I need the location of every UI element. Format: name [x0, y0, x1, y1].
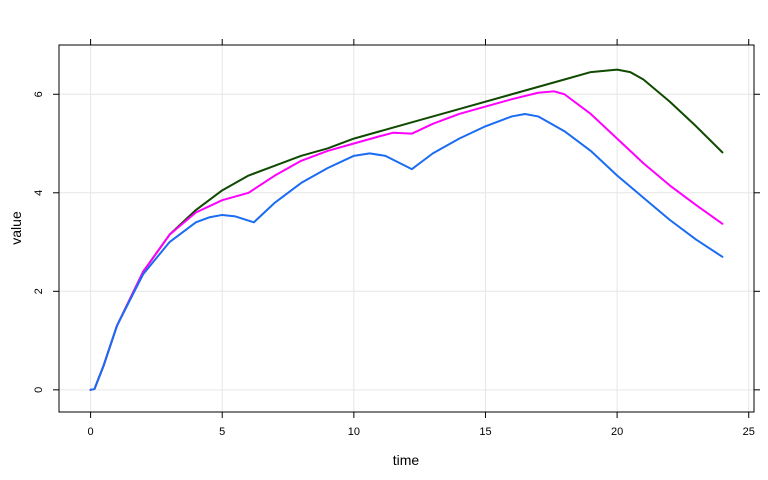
plot-frame: [58, 44, 755, 413]
y-tick-label: 2: [33, 288, 45, 294]
y-tick-label: 4: [33, 190, 45, 196]
y-axis-title: value: [8, 211, 24, 245]
x-tick-label: 25: [743, 426, 755, 438]
x-tick-label: 20: [611, 426, 623, 438]
x-axis-title: time: [393, 452, 420, 468]
series-line-3: [89, 112, 724, 391]
grid-lines: [59, 45, 754, 412]
x-tick-label: 5: [219, 426, 225, 438]
axis-ticks: 0 5 10 15 20 25 0 2 4 6: [33, 39, 760, 438]
series-line-2: [89, 90, 724, 391]
series-lines: [89, 68, 724, 391]
y-tick-label: 0: [33, 387, 45, 393]
y-tick-label: 6: [33, 91, 45, 97]
x-tick-label: 15: [479, 426, 491, 438]
x-tick-label: 10: [348, 426, 360, 438]
x-tick-label: 0: [88, 426, 94, 438]
